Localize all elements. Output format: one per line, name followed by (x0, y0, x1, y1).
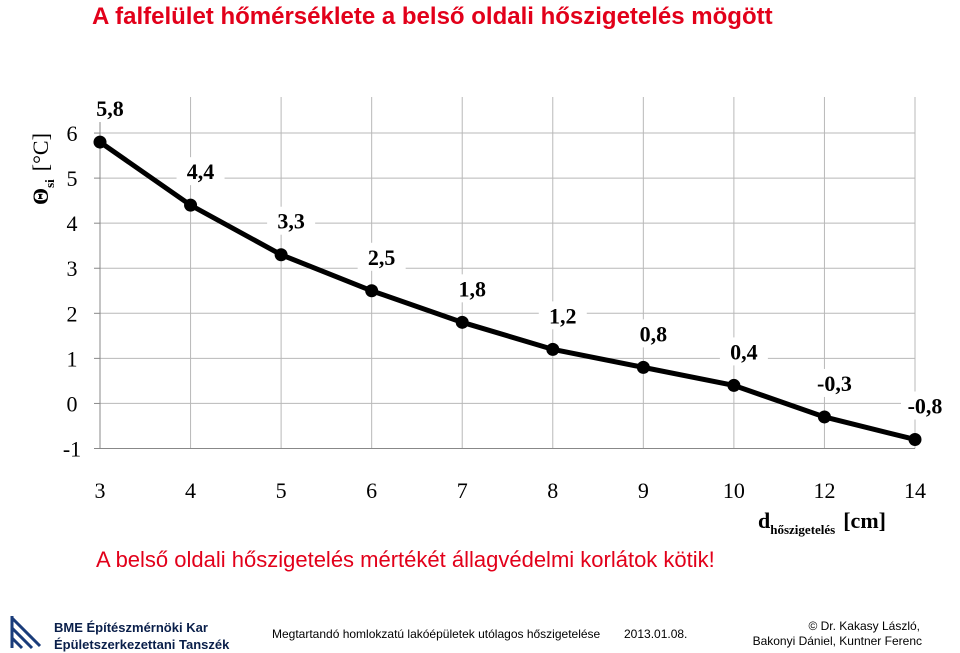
y-tick-label: 1 (67, 346, 78, 371)
x-tick-label: 14 (904, 478, 926, 503)
x-tick-label: 5 (276, 478, 287, 503)
data-point (636, 360, 650, 374)
label-bg (810, 368, 859, 397)
data-point (817, 410, 831, 424)
note: A belső oldali hőszigetelés mértékét áll… (96, 547, 715, 572)
label-bg (901, 391, 949, 420)
label-bg (538, 301, 587, 330)
x-label-unit: [cm] (843, 508, 886, 533)
data-point (727, 378, 741, 392)
data-point (455, 315, 469, 329)
value-label: 0,8 (640, 321, 668, 346)
y-axis-label: Θsi [°C] (28, 133, 57, 205)
label-bg (719, 337, 768, 366)
value-label: 1,8 (458, 276, 486, 301)
data-point (908, 432, 922, 446)
label-bg (86, 94, 134, 123)
y-tick-label: 2 (67, 301, 78, 326)
y-label-symbol: Θ (28, 188, 53, 205)
data-point (546, 342, 560, 356)
y-tick-label: 4 (67, 211, 78, 236)
y-tick-label: 6 (67, 121, 78, 146)
date: 2013.01.08. (624, 627, 687, 641)
authors: Bakonyi Dániel, Kuntner Ferenc (753, 634, 922, 648)
value-label: 0,4 (730, 339, 758, 364)
y-tick-label: -1 (63, 437, 81, 462)
value-label: 3,3 (277, 209, 305, 234)
x-tick-label: 8 (547, 478, 558, 503)
label-bg (629, 319, 678, 348)
y-label-sub: si (42, 179, 57, 188)
label-bg (176, 157, 225, 186)
course: Megtartandó homlokzatú lakóépületek utól… (272, 627, 601, 641)
value-label: -0,3 (817, 371, 852, 396)
label-bg (267, 206, 316, 235)
y-label-unit: [°C] (28, 133, 53, 171)
value-label: 2,5 (368, 245, 396, 270)
x-tick-label: 4 (185, 478, 196, 503)
authors: © Dr. Kakasy László, (808, 619, 920, 633)
department: Épületszerkezettani Tanszék (54, 637, 230, 652)
data-point (365, 284, 379, 298)
x-tick-label: 3 (95, 478, 106, 503)
label-bg (357, 242, 406, 271)
y-tick-label: 0 (67, 391, 78, 416)
y-tick-label: 5 (67, 166, 78, 191)
x-tick-label: 7 (457, 478, 468, 503)
x-tick-label: 6 (366, 478, 377, 503)
x-label-symbol: d (758, 508, 770, 533)
label-bg (448, 274, 497, 303)
value-label: 1,2 (549, 303, 577, 328)
data-point (93, 135, 107, 149)
data-point (184, 198, 198, 212)
data-line (98, 140, 916, 442)
value-label: 5,8 (96, 96, 124, 121)
logo (10, 616, 42, 650)
x-label-sub: hőszigetelés (770, 522, 835, 537)
y-tick-label: 3 (67, 256, 78, 281)
x-tick-label: 9 (638, 478, 649, 503)
data-point (274, 248, 288, 262)
x-axis-label: dhőszigetelés [cm] (758, 508, 886, 537)
x-tick-label: 10 (723, 478, 745, 503)
slide-title: A falfelület hőmérséklete a belső oldali… (92, 3, 773, 30)
value-label: -0,8 (908, 393, 943, 418)
x-tick-label: 12 (813, 478, 835, 503)
faculty: BME Építészmérnöki Kar (54, 620, 208, 635)
value-label: 4,4 (187, 159, 215, 184)
